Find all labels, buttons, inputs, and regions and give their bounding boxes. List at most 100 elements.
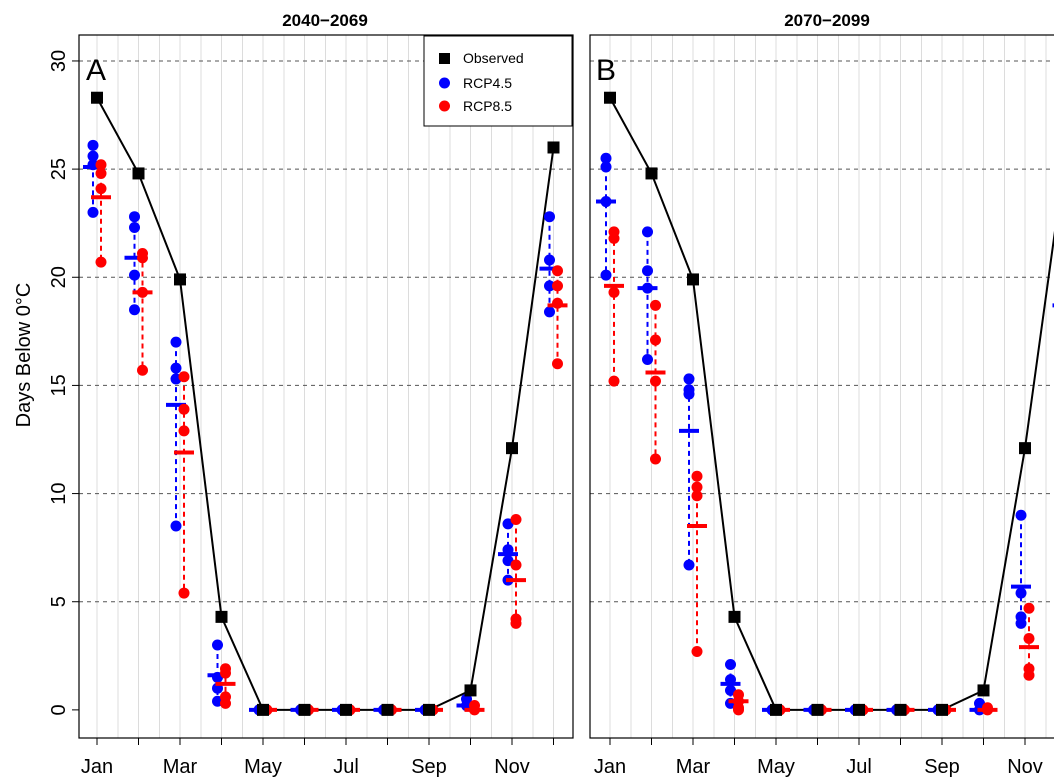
panel-a-rcp85-point-jan-2 (95, 183, 107, 195)
panel-b-rcp85-point-jan-3 (608, 375, 620, 387)
panel-b-frame (589, 34, 1054, 739)
legend-rcp85-label: RCP8.5 (463, 98, 512, 114)
panel-b-rcp85-point-feb-1 (650, 334, 661, 346)
panel-a-rcp85-point-mar-1 (178, 403, 190, 415)
panel-a-rcp85-point-mar-2 (178, 425, 190, 437)
panel-a-rcp45-point-dec-0 (544, 211, 555, 223)
panel-b-observed-point-feb (645, 167, 658, 180)
panel-b-rcp85-point-nov-1 (1023, 632, 1035, 644)
panel-a-rcp85-point-apr-1 (220, 667, 231, 679)
panel-a-rcp45-point-dec-3 (544, 306, 555, 318)
panel-b-rcp45-point-jan-3 (600, 269, 612, 281)
panel-a-rcp45-point-dec-1 (544, 254, 555, 266)
panel-b-observed-point-jan (604, 91, 616, 104)
panel-a-title: 2040−2069 (282, 11, 368, 30)
panel-a-rcp45-point-jan-0 (87, 139, 99, 151)
panel-b-observed-point-sep (936, 703, 948, 716)
panel-b-rcp85-point-mar-3 (691, 645, 703, 657)
panel-a-rcp85-point-dec-3 (552, 358, 563, 370)
panel-b-xtick-label-jan: Jan (594, 756, 626, 778)
panel-a-rcp45-point-dec-2 (544, 280, 555, 292)
panel-b-rcp45-point-nov-3 (1015, 617, 1027, 629)
panel-a-rcp85-point-nov-0 (510, 514, 522, 526)
panel-a-ytick-label-5: 5 (48, 596, 70, 607)
panel-b-rcp85-point-feb-0 (650, 299, 661, 311)
panel-a-rcp85-point-mar-0 (178, 371, 190, 383)
panel-b-rcp45-point-nov-1 (1015, 587, 1027, 599)
panel-b-rcp85-point-feb-2 (650, 375, 661, 387)
panel-a-ytick-label-30: 30 (48, 50, 70, 72)
panel-a-observed-point-feb (132, 167, 145, 180)
panel-b-rcp85-point-jan-2 (608, 286, 620, 298)
panel-a-rcp45-point-feb-3 (129, 304, 140, 316)
panel-b-observed-point-may (770, 703, 782, 716)
panel-b-rcp85-point-mar-1 (691, 481, 703, 493)
panel-b-rcp45-point-nov-0 (1015, 509, 1027, 521)
panel-b-observed-point-apr (728, 610, 741, 623)
panel-a-rcp45-point-jan-1 (87, 150, 99, 162)
panel-b-rcp85-point-mar-0 (691, 470, 703, 482)
panel-a-rcp45-point-feb-2 (129, 269, 140, 281)
panel-b-plot-area: Jan Mar May Jul Sep Nov (589, 34, 1054, 778)
panel-b-xtick-label-jul: Jul (846, 756, 872, 778)
panel-b-observed-point-aug (894, 703, 907, 716)
panel-a-observed-point-jun (298, 703, 311, 716)
panel-a-ytick-label-25: 25 (48, 158, 70, 180)
panel-a-rcp85-point-dec-0 (552, 265, 563, 277)
panel-b-rcp45-point-feb-0 (642, 226, 653, 238)
panel-b-rcp85-point-nov-3 (1023, 669, 1035, 681)
panel-a-observed-line (96, 97, 555, 711)
panel-a-observed-point-oct (464, 684, 477, 697)
panel-a-rcp45-point-feb-0 (129, 211, 140, 223)
panel-b-rcp85-point-feb-3 (650, 453, 661, 465)
panel-a-ytick-label-15: 15 (48, 374, 70, 396)
panel-a-ytick-label-10: 10 (48, 482, 70, 504)
panel-a-rcp45-point-mar-1 (170, 362, 182, 374)
panel-b-rcp85-point-jan-1 (608, 232, 620, 244)
panel-a-xtick-label-may: May (244, 756, 282, 778)
panel-b-observed-point-nov (1019, 442, 1031, 455)
panel-a-xtick-label-jan: Jan (81, 756, 113, 778)
panel-a-xtick-label-sep: Sep (411, 756, 447, 778)
panel-a-observed-point-apr (215, 610, 228, 623)
panel-a-rcp85-point-dec-1 (552, 280, 563, 292)
panel-a-xtick-label-nov: Nov (494, 756, 530, 778)
panel-a-observed-point-mar (174, 273, 186, 286)
panel-b-xtick-label-nov: Nov (1007, 756, 1043, 778)
legend-observed-icon (439, 53, 450, 64)
panel-b-rcp45-point-mar-3 (683, 559, 695, 571)
panel-a-observed-point-sep (423, 703, 435, 716)
panel-a-rcp85-point-nov-1 (510, 559, 522, 571)
panel-b: 2070−2099 Jan Mar May Jul Sep Nov B (589, 11, 1054, 778)
panel-a-rcp45-point-mar-0 (170, 336, 182, 348)
panel-b-rcp45-point-feb-1 (642, 265, 653, 277)
panel-a-observed-point-dec (547, 141, 560, 154)
panel-b-xtick-label-mar: Mar (676, 756, 711, 778)
legend-box (423, 35, 573, 127)
panel-a-rcp85-point-feb-3 (137, 364, 148, 376)
panel-a-frame (78, 34, 574, 739)
panel-b-rcp45-point-feb-3 (642, 353, 653, 365)
panel-b-rcp45-point-jan-0 (600, 152, 612, 164)
panel-a-ytick-label-0: 0 (48, 704, 70, 715)
panel-a-rcp45-point-apr-0 (212, 639, 223, 651)
panel-b-rcp45-point-mar-0 (683, 373, 695, 385)
panel-a-observed-point-nov (506, 442, 518, 455)
panel-a-observed-point-jan (91, 91, 103, 104)
panel-a-rcp85-point-jan-0 (95, 159, 107, 171)
panel-b-rcp85-point-apr-3 (733, 704, 744, 716)
panel-b-observed-point-jun (811, 703, 824, 716)
panel-a-letter: A (86, 54, 106, 87)
panel-b-rcp45-point-jan-1 (600, 161, 612, 173)
y-axis-label: Days Below 0°C (13, 283, 35, 428)
panel-b-xtick-label-sep: Sep (924, 756, 960, 778)
panel-a-observed-point-may (257, 703, 269, 716)
panel-b-xtick-label-may: May (757, 756, 795, 778)
legend: Observed RCP4.5 RCP8.5 (423, 35, 573, 127)
panel-a-observed-point-aug (381, 703, 394, 716)
panel-b-observed-line (609, 97, 1054, 711)
panel-a: 2040−2069 Jan Mar May Jul Sep Nov 0 5 10 15 20 25 30… (48, 11, 574, 778)
panel-a-rcp85-point-jan-3 (95, 256, 107, 268)
panel-b-rcp45-point-mar-2 (683, 388, 695, 400)
panel-a-xtick-label-jul: Jul (333, 756, 359, 778)
